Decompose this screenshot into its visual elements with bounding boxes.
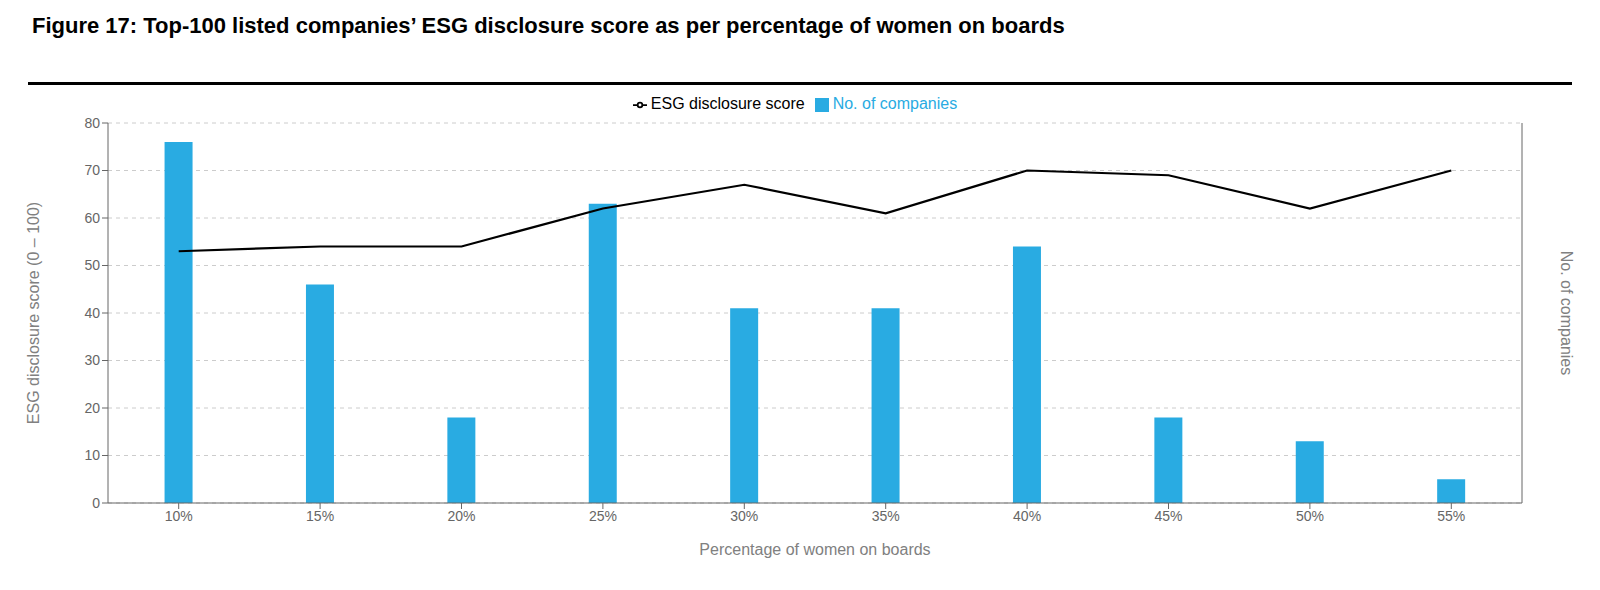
- svg-text:No. of companies: No. of companies: [1558, 251, 1575, 376]
- svg-text:55%: 55%: [1437, 508, 1465, 524]
- svg-text:60: 60: [84, 210, 100, 226]
- svg-text:50%: 50%: [1296, 508, 1324, 524]
- svg-text:80: 80: [84, 115, 100, 131]
- html-text:Figure 17: Top-100 listed comp: Figure 17: Top-100 listed companies’ ESG…: [32, 13, 1065, 38]
- svg-text:20%: 20%: [447, 508, 475, 524]
- svg-text:40%: 40%: [1013, 508, 1041, 524]
- svg-text:10%: 10%: [165, 508, 193, 524]
- svg-text:20: 20: [84, 400, 100, 416]
- svg-text:0: 0: [92, 495, 100, 511]
- html-text:ESG disclosure score: ESG disclosure score: [650, 95, 805, 112]
- svg-text:70: 70: [84, 162, 100, 178]
- svg-text:10: 10: [84, 447, 100, 463]
- svg-text:Percentage of women on boards: Percentage of women on boards: [699, 541, 930, 558]
- svg-text:45%: 45%: [1154, 508, 1182, 524]
- svg-text:50: 50: [84, 257, 100, 273]
- svg-text:15%: 15%: [306, 508, 334, 524]
- svg-text:35%: 35%: [872, 508, 900, 524]
- html-text:No. of companies: No. of companies: [832, 95, 958, 112]
- svg-text:30: 30: [84, 352, 100, 368]
- svg-text:25%: 25%: [589, 508, 617, 524]
- svg-text:ESG disclosure score (0 – 100): ESG disclosure score (0 – 100): [25, 202, 42, 424]
- svg-text:30%: 30%: [730, 508, 758, 524]
- svg-text:40: 40: [84, 305, 100, 321]
